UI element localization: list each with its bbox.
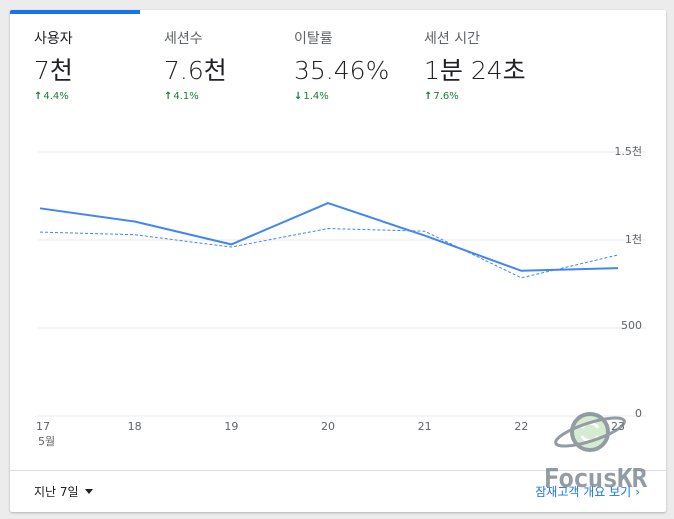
audience-overview-link[interactable]: 잠재고객 개요 보기 › (535, 483, 640, 500)
active-tab-indicator (10, 10, 140, 14)
series-line-previous (39, 228, 619, 279)
metric-delta: ↑ 4.1% (164, 90, 227, 104)
arrow-up-icon: ↑ (34, 91, 43, 102)
arrow-up-icon: ↑ (164, 91, 173, 102)
x-tick-label: 23 (611, 420, 625, 433)
metric-bounce-rate[interactable]: 이탈률 35.46% ↓ 1.4% (294, 30, 389, 104)
y-tick-label: 500 (621, 319, 642, 332)
metric-sessions[interactable]: 세션수 7.6천 ↑ 4.1% (164, 30, 227, 104)
metric-delta-value: 4.1% (173, 91, 199, 102)
x-tick-label: 19 (224, 420, 239, 433)
x-tick-label: 18 (127, 420, 142, 433)
y-tick-label: 0 (635, 407, 642, 420)
metric-delta: ↓ 1.4% (294, 90, 389, 104)
caret-down-icon (84, 489, 93, 494)
metric-delta-value: 7.6% (433, 91, 459, 102)
overview-card: 사용자 7천 ↑ 4.4% 세션수 7.6천 ↑ 4.1% 이탈률 35.46%… (10, 10, 666, 512)
metric-value: 35.46% (294, 56, 390, 85)
x-tick-label: 22 (514, 420, 529, 433)
metric-session-duration[interactable]: 세션 시간 1분 24초 ↑ 7.6% (424, 30, 526, 104)
metric-delta-value: 1.4% (303, 91, 329, 102)
line-chart (38, 151, 646, 417)
y-tick-label: 1천 (624, 233, 642, 246)
metric-label: 세션수 (164, 31, 203, 47)
date-range-dropdown[interactable]: 지난 7일 (34, 483, 93, 500)
metric-label: 사용자 (34, 31, 73, 47)
report-link-label: 잠재고객 개요 보기 (535, 485, 632, 499)
metric-label: 세션 시간 (424, 31, 480, 47)
arrow-up-icon: ↑ (424, 91, 433, 102)
x-month-label: 5월 (38, 435, 56, 448)
series-line-current (39, 201, 619, 272)
x-tick-label: 17 (36, 420, 50, 433)
chevron-right-icon: › (635, 484, 640, 499)
arrow-down-icon: ↓ (294, 91, 303, 102)
metric-delta-value: 4.4% (43, 91, 69, 102)
card-footer: 지난 7일 잠재고객 개요 보기 › (10, 470, 666, 512)
metric-value: 7.6천 (164, 56, 227, 85)
metric-value: 7천 (34, 56, 73, 85)
metric-value: 1분 24초 (424, 56, 526, 85)
y-tick-label: 1.5천 (614, 145, 642, 158)
metric-delta: ↑ 4.4% (34, 90, 73, 104)
metric-label: 이탈률 (294, 31, 333, 47)
x-tick-label: 21 (417, 420, 432, 433)
metric-delta: ↑ 7.6% (424, 90, 526, 104)
metric-users[interactable]: 사용자 7천 ↑ 4.4% (34, 30, 73, 104)
date-range-label: 지난 7일 (34, 485, 79, 499)
x-tick-label: 20 (321, 420, 335, 433)
